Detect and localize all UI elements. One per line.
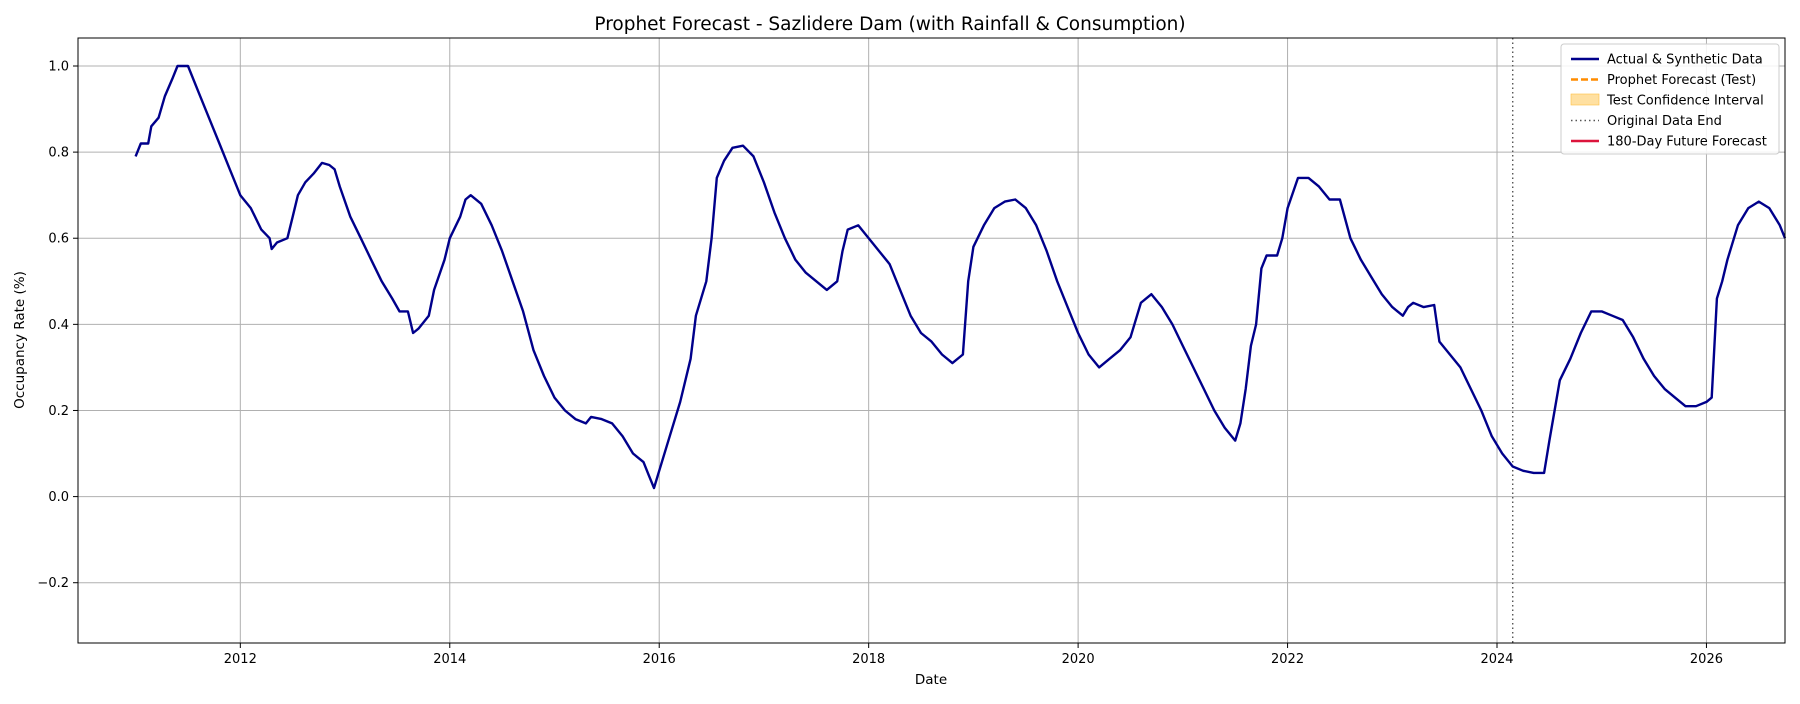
- x-tick-label: 2016: [643, 652, 676, 667]
- y-tick-label: −0.2: [37, 576, 69, 591]
- legend: Actual & Synthetic Data Prophet Forecast …: [1560, 43, 1780, 155]
- y-tick-label: 1.0: [48, 59, 69, 74]
- x-axis-label: Date: [915, 672, 947, 688]
- legend-box: [1560, 43, 1780, 155]
- legend-entry-label: 180-Day Future Forecast: [1607, 135, 1767, 150]
- legend-entry-label: Test Confidence Interval: [1606, 94, 1764, 109]
- line-layer: [134, 38, 1787, 643]
- axes-layer: 2012 2014 2016 2018 2020 2022 2024 2026 −0.2 0.0 0…: [37, 37, 1786, 667]
- y-tick-label: 0.0: [48, 490, 69, 505]
- x-tick-label: 2012: [224, 652, 257, 667]
- x-tick-label: 2020: [1062, 652, 1095, 667]
- legend-entry-label: Prophet Forecast (Test): [1607, 73, 1756, 88]
- y-tick-label: 0.2: [48, 404, 69, 419]
- x-tick-label: 2022: [1271, 652, 1304, 667]
- x-tick-label: 2024: [1480, 652, 1513, 667]
- x-tick-label: 2026: [1690, 652, 1723, 667]
- y-tick-label: 0.8: [48, 146, 69, 161]
- x-tick-label: 2018: [852, 652, 885, 667]
- y-tick-label: 0.4: [48, 318, 69, 333]
- y-tick-label: 0.6: [48, 232, 69, 247]
- x-tick-label: 2014: [433, 652, 466, 667]
- plot-frame: [77, 37, 1786, 644]
- legend-entry-label: Original Data End: [1607, 114, 1722, 129]
- legend-swatch: [1570, 93, 1600, 106]
- y-axis-label: Occupancy Rate (%): [12, 271, 28, 409]
- grid-layer: [78, 38, 1785, 643]
- chart-title: Prophet Forecast - Sazlidere Dam (with R…: [594, 14, 1185, 35]
- legend-entry-label: Actual & Synthetic Data: [1607, 53, 1763, 68]
- series-line: [134, 64, 1787, 490]
